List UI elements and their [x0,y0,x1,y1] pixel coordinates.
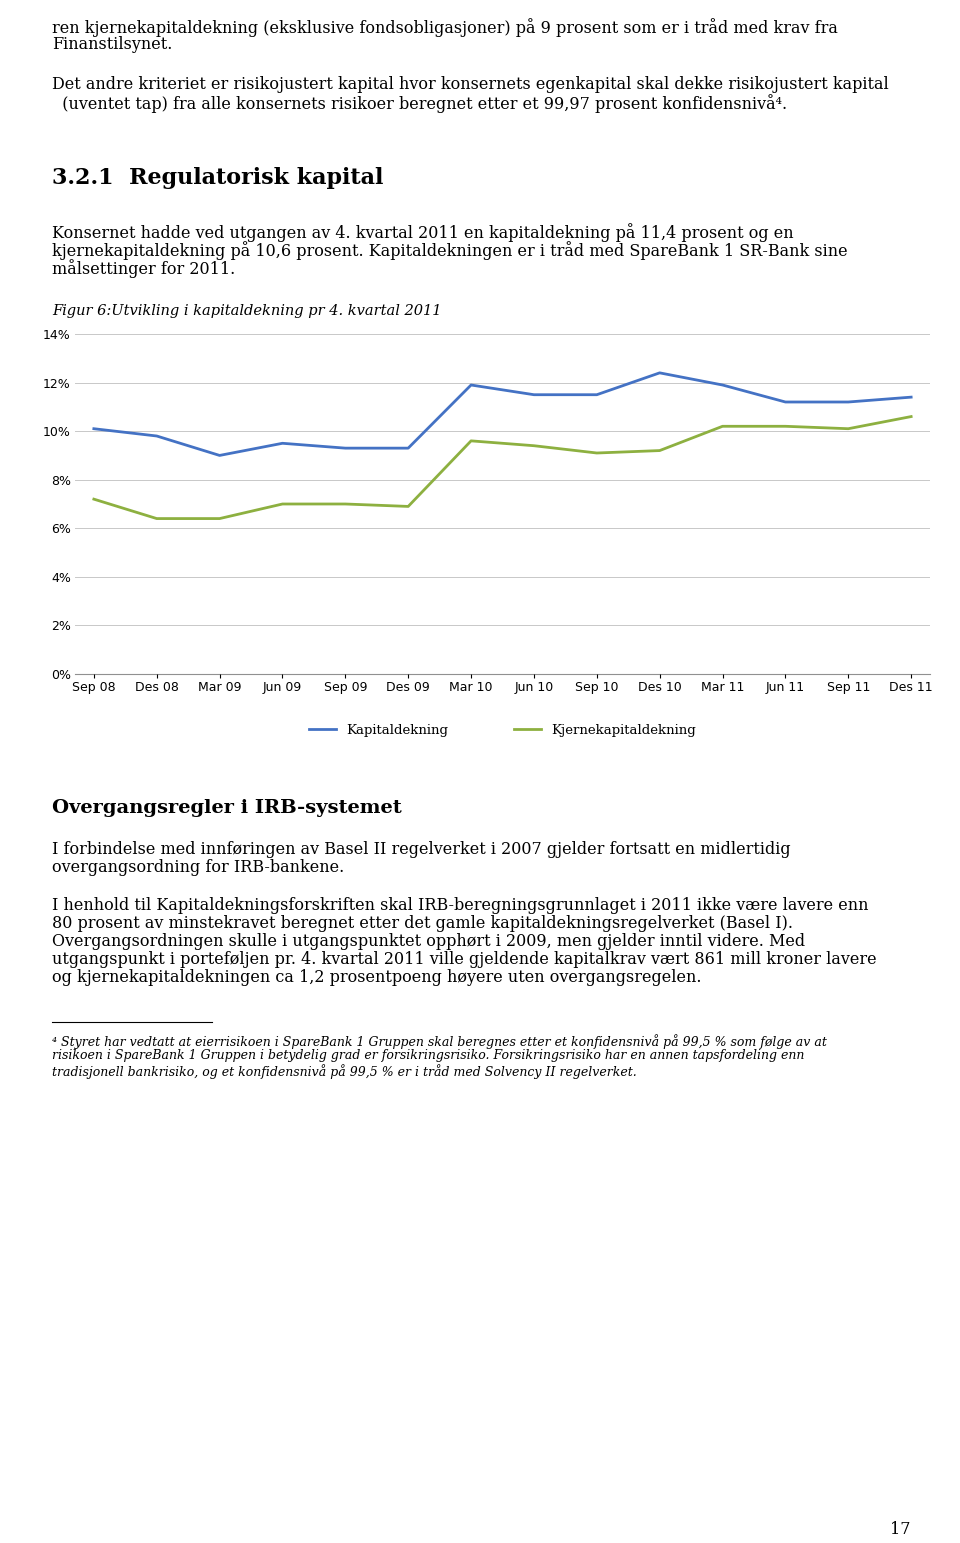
Text: risikoen i SpareBank 1 Gruppen i betydelig grad er forsikringsrisiko. Forsikring: risikoen i SpareBank 1 Gruppen i betydel… [52,1049,804,1062]
Text: overgangsordning for IRB-bankene.: overgangsordning for IRB-bankene. [52,859,345,876]
Text: tradisjonell bankrisiko, og et konfidensnivå på 99,5 % er i tråd med Solvency II: tradisjonell bankrisiko, og et konfidens… [52,1065,636,1079]
Text: Det andre kriteriet er risikojustert kapital hvor konsernets egenkapital skal de: Det andre kriteriet er risikojustert kap… [52,76,889,93]
Text: Konsernet hadde ved utgangen av 4. kvartal 2011 en kapitaldekning på 11,4 prosen: Konsernet hadde ved utgangen av 4. kvart… [52,224,794,242]
Text: utgangspunkt i porteføljen pr. 4. kvartal 2011 ville gjeldende kapitalkrav vært : utgangspunkt i porteføljen pr. 4. kvarta… [52,950,876,967]
Text: (uventet tap) fra alle konsernets risikoer beregnet etter et 99,97 prosent konfi: (uventet tap) fra alle konsernets risiko… [52,94,787,113]
Text: Finanstilsynet.: Finanstilsynet. [52,35,173,52]
Legend: Kapitaldekning, Kjernekapitaldekning: Kapitaldekning, Kjernekapitaldekning [304,719,701,742]
Text: I forbindelse med innføringen av Basel II regelverket i 2007 gjelder fortsatt en: I forbindelse med innføringen av Basel I… [52,841,791,858]
Text: 80 prosent av minstekravet beregnet etter det gamle kapitaldekningsregelverket (: 80 prosent av minstekravet beregnet ette… [52,915,793,932]
Text: Overgangsordningen skulle i utgangspunktet opphørt i 2009, men gjelder inntil vi: Overgangsordningen skulle i utgangspunkt… [52,934,805,950]
Text: ren kjernekapitaldekning (eksklusive fondsobligasjoner) på 9 prosent som er i tr: ren kjernekapitaldekning (eksklusive fon… [52,19,838,37]
Text: kjernekapitaldekning på 10,6 prosent. Kapitaldekningen er i tråd med SpareBank 1: kjernekapitaldekning på 10,6 prosent. Ka… [52,241,848,259]
Text: Figur 6:Utvikling i kapitaldekning pr 4. kvartal 2011: Figur 6:Utvikling i kapitaldekning pr 4.… [52,304,442,318]
Text: og kjernekapitaldekningen ca 1,2 prosentpoeng høyere uten overgangsregelen.: og kjernekapitaldekningen ca 1,2 prosent… [52,969,702,986]
Text: 3.2.1  Regulatorisk kapital: 3.2.1 Regulatorisk kapital [52,167,383,188]
Text: Overgangsregler i IRB-systemet: Overgangsregler i IRB-systemet [52,799,401,816]
Text: ⁴ Styret har vedtatt at eierrisikoen i SpareBank 1 Gruppen skal beregnes etter e: ⁴ Styret har vedtatt at eierrisikoen i S… [52,1034,827,1049]
Text: 17: 17 [890,1521,910,1538]
Text: I henhold til Kapitaldekningsforskriften skal IRB-beregningsgrunnlaget i 2011 ik: I henhold til Kapitaldekningsforskriften… [52,896,869,913]
Text: målsettinger for 2011.: målsettinger for 2011. [52,259,235,278]
